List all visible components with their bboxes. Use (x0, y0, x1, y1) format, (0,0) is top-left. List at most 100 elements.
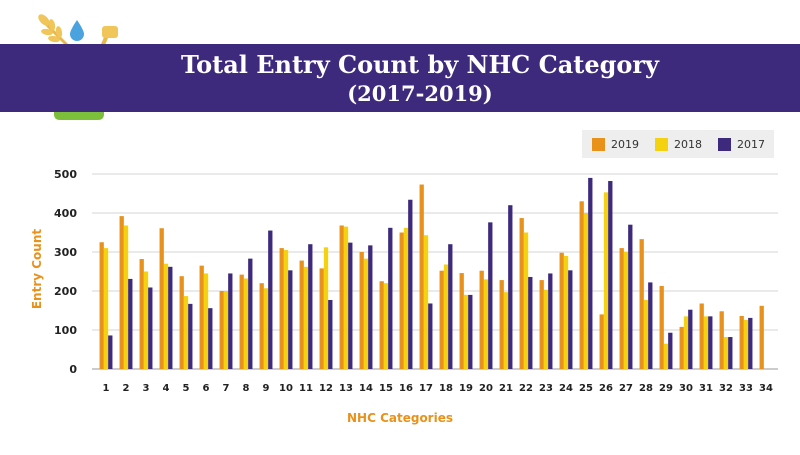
bar-2019-cat-9 (259, 283, 264, 369)
x-tick-label-6: 6 (203, 383, 210, 394)
bar-2018-cat-8 (243, 278, 249, 369)
bar-2019-cat-16 (399, 232, 404, 369)
y-tick-label-0: 0 (69, 363, 77, 376)
bar-2019-cat-29 (659, 285, 664, 369)
chart-title: Total Entry Count by NHC Category (181, 50, 659, 79)
bar-2017-cat-18 (448, 244, 453, 369)
x-tick-label-24: 24 (559, 383, 573, 394)
bar-2018-cat-24 (563, 255, 569, 369)
bar-2017-cat-17 (428, 303, 433, 369)
bar-2018-cat-3 (143, 271, 149, 369)
y-tick-label-300: 300 (54, 246, 77, 259)
bar-2018-cat-17 (423, 235, 429, 369)
bar-2017-cat-14 (368, 245, 373, 369)
bar-2019-cat-5 (179, 276, 184, 369)
bar-2018-cat-31 (703, 316, 709, 369)
bar-2018-cat-29 (663, 343, 669, 369)
bar-2019-cat-24 (559, 252, 564, 369)
x-tick-label-31: 31 (699, 383, 713, 394)
bar-2019-cat-13 (339, 225, 344, 369)
x-tick-label-2: 2 (123, 383, 130, 394)
x-tick-label-8: 8 (243, 383, 250, 394)
bar-2017-cat-3 (148, 287, 153, 369)
x-tick-label-26: 26 (599, 383, 613, 394)
bar-2019-cat-33 (739, 315, 744, 369)
bar-2019-cat-15 (379, 281, 384, 369)
water-drop-icon (70, 20, 84, 41)
bar-2017-cat-5 (188, 303, 193, 369)
x-tick-label-13: 13 (339, 383, 353, 394)
bar-2018-cat-20 (483, 279, 489, 369)
x-tick-label-12: 12 (319, 383, 333, 394)
bar-2019-cat-8 (239, 274, 244, 369)
legend-swatch-2019 (592, 137, 605, 151)
bar-2017-cat-24 (568, 270, 573, 369)
bar-2019-cat-21 (499, 280, 504, 369)
bar-2018-cat-7 (223, 291, 229, 369)
bar-2019-cat-26 (599, 314, 604, 369)
bar-2019-cat-3 (139, 259, 144, 369)
bar-2017-cat-30 (688, 309, 693, 369)
bar-2017-cat-11 (308, 244, 313, 369)
bar-2018-cat-27 (623, 252, 629, 369)
bar-2019-cat-22 (519, 218, 524, 369)
x-tick-label-17: 17 (419, 383, 433, 394)
bar-2017-cat-1 (108, 335, 113, 369)
bar-2017-cat-27 (628, 224, 633, 369)
title-banner (0, 44, 800, 112)
bar-2017-cat-10 (288, 270, 293, 369)
bar-2017-cat-2 (128, 278, 133, 369)
legend-label-2017: 2017 (737, 137, 765, 151)
bar-2017-cat-7 (228, 273, 233, 369)
bar-2017-cat-8 (248, 258, 253, 369)
bar-2018-cat-32 (723, 337, 729, 369)
bar-2017-cat-13 (348, 242, 353, 369)
bar-2018-cat-33 (743, 319, 749, 369)
y-tick-label-200: 200 (54, 285, 77, 298)
x-tick-label-21: 21 (499, 383, 513, 394)
chart-legend: 2019 2018 2017 (582, 130, 774, 158)
bar-2017-cat-32 (728, 337, 733, 369)
x-tick-label-14: 14 (359, 383, 373, 394)
bar-2017-cat-22 (528, 276, 533, 369)
bar-2017-cat-4 (168, 266, 173, 369)
bar-2018-cat-19 (463, 294, 469, 369)
x-tick-label-1: 1 (103, 383, 110, 394)
bar-2019-cat-1 (99, 242, 104, 369)
bar-2017-cat-21 (508, 205, 513, 369)
bar-2018-cat-28 (643, 299, 649, 369)
chart-subtitle: (2017-2019) (347, 81, 493, 106)
legend-label-2018: 2018 (674, 137, 702, 151)
x-tick-label-34: 34 (759, 383, 773, 394)
x-tick-label-19: 19 (459, 383, 473, 394)
x-tick-label-15: 15 (379, 383, 393, 394)
bar-2018-cat-9 (263, 288, 269, 369)
bar-2017-cat-29 (668, 332, 673, 369)
y-tick-label-500: 500 (54, 168, 77, 181)
bar-2019-cat-18 (439, 270, 444, 369)
bar-2018-cat-14 (363, 258, 369, 369)
y-tick-label-100: 100 (54, 324, 77, 337)
x-tick-label-28: 28 (639, 383, 653, 394)
x-tick-label-4: 4 (163, 383, 170, 394)
bar-2018-cat-30 (683, 316, 689, 369)
bar-2019-cat-2 (119, 216, 124, 369)
bar-2018-cat-18 (443, 264, 449, 369)
legend-swatch-2017 (718, 137, 731, 151)
bar-2019-cat-28 (639, 239, 644, 369)
x-tick-label-29: 29 (659, 383, 673, 394)
bar-2018-cat-16 (403, 227, 409, 369)
bar-2019-cat-32 (719, 311, 724, 369)
legend-item-2018: 2018 (655, 130, 702, 158)
bar-2017-cat-33 (748, 317, 753, 369)
bar-2017-cat-19 (468, 294, 473, 369)
bar-2019-cat-6 (199, 265, 204, 369)
x-tick-label-23: 23 (539, 383, 553, 394)
bar-2018-cat-11 (303, 266, 309, 369)
bar-2018-cat-10 (283, 250, 289, 369)
legend-item-2017: 2017 (718, 130, 765, 158)
x-tick-label-30: 30 (679, 383, 693, 394)
legend-label-2019: 2019 (611, 137, 639, 151)
x-tick-label-20: 20 (479, 383, 493, 394)
bar-2019-cat-30 (679, 326, 684, 369)
